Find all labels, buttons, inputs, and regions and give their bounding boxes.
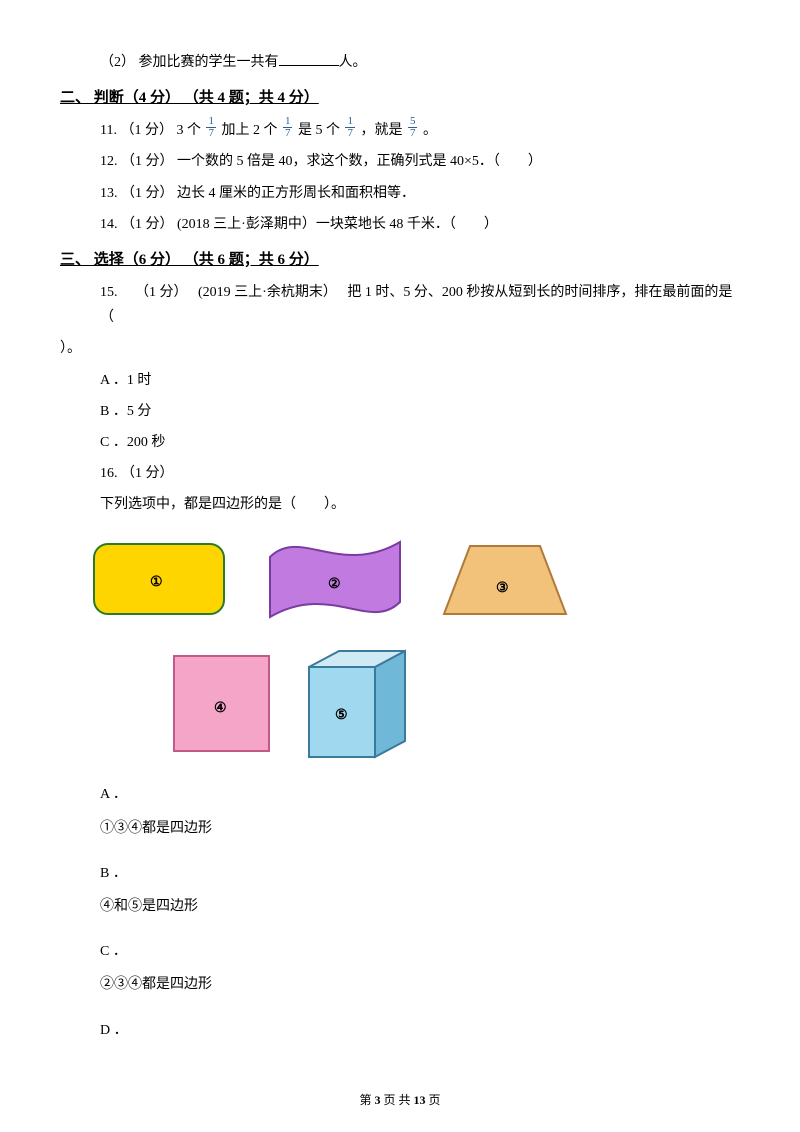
shape-1: ① (90, 540, 230, 620)
q16-option-d[interactable]: D ． (60, 1018, 740, 1043)
question-15-line2: ）。 (60, 336, 740, 361)
question-13: 13. （1 分） 边长 4 厘米的正方形周长和面积相等． (60, 181, 740, 206)
q11-part-d: ，就是 (360, 123, 406, 138)
q11-part-e: 。 (423, 123, 437, 138)
question-2-line: （2） 参加比赛的学生一共有 人。 (60, 50, 740, 75)
section-3-title: 三、 选择（6 分） （共 6 题；共 6 分） (60, 247, 740, 274)
question-11: 11. （1 分） 3 个 17 加上 2 个 17 是 5 个 17 ，就是 … (60, 118, 740, 143)
q15-option-c[interactable]: C ．200 秒 (60, 430, 740, 455)
shape-5: ⑤ (305, 647, 425, 762)
shapes-diagram: ① ② ③ ④ (90, 532, 740, 762)
q16-a-label: A ． (100, 782, 740, 807)
shape-2: ② (260, 532, 410, 627)
question-15-line1: 15. （1 分） (2019 三上·余杭期末） 把 1 时、5 分、200 秒… (60, 280, 740, 330)
question-16-stem: 下列选项中，都是四边形的是（ ）。 (60, 492, 740, 517)
fraction-icon: 17 (283, 116, 293, 139)
fraction-icon: 17 (345, 116, 355, 139)
q16-a-text: ①③④都是四边形 (100, 816, 740, 841)
q11-part-b: 加上 2 个 (221, 123, 281, 138)
q15-option-b[interactable]: B ．5 分 (60, 399, 740, 424)
q15-option-a[interactable]: A ．1 时 (60, 368, 740, 393)
section-2-title: 二、 判断（4 分） （共 4 题；共 4 分） (60, 85, 740, 112)
shape-2-label: ② (328, 572, 341, 597)
fraction-icon: 57 (408, 116, 418, 139)
q11-part-c: 是 5 个 (298, 123, 344, 138)
q16-b-text: ④和⑤是四边形 (100, 894, 740, 919)
shape-4-label: ④ (214, 696, 227, 721)
q2-suffix: 人。 (339, 55, 367, 70)
question-14: 14. （1 分） (2018 三上·彭泽期中）一块菜地长 48 千米．（ ） (60, 212, 740, 237)
q2-prefix: （2） 参加比赛的学生一共有 (100, 55, 279, 70)
page-footer: 第 3 页 共 13 页 (0, 1090, 800, 1112)
question-16-head: 16. （1 分） (60, 461, 740, 486)
shape-3-label: ③ (496, 576, 509, 601)
shape-4: ④ (170, 652, 275, 757)
q16-option-b[interactable]: B ． ④和⑤是四边形 (60, 861, 740, 919)
shape-5-label: ⑤ (335, 703, 348, 728)
fraction-icon: 17 (206, 116, 216, 139)
q16-c-text: ②③④都是四边形 (100, 972, 740, 997)
shape-3: ③ (440, 540, 570, 620)
total-pages: 13 (414, 1093, 426, 1107)
q11-part-a: 11. （1 分） 3 个 (100, 123, 204, 138)
q16-b-label: B ． (100, 861, 740, 886)
q16-c-label: C ． (100, 939, 740, 964)
blank-input[interactable] (279, 52, 339, 66)
question-12: 12. （1 分） 一个数的 5 倍是 40，求这个数，正确列式是 40×5．（… (60, 149, 740, 174)
q16-d-label: D ． (100, 1018, 740, 1043)
q16-option-a[interactable]: A ． ①③④都是四边形 (60, 782, 740, 840)
shape-1-label: ① (150, 570, 163, 595)
q16-option-c[interactable]: C ． ②③④都是四边形 (60, 939, 740, 997)
